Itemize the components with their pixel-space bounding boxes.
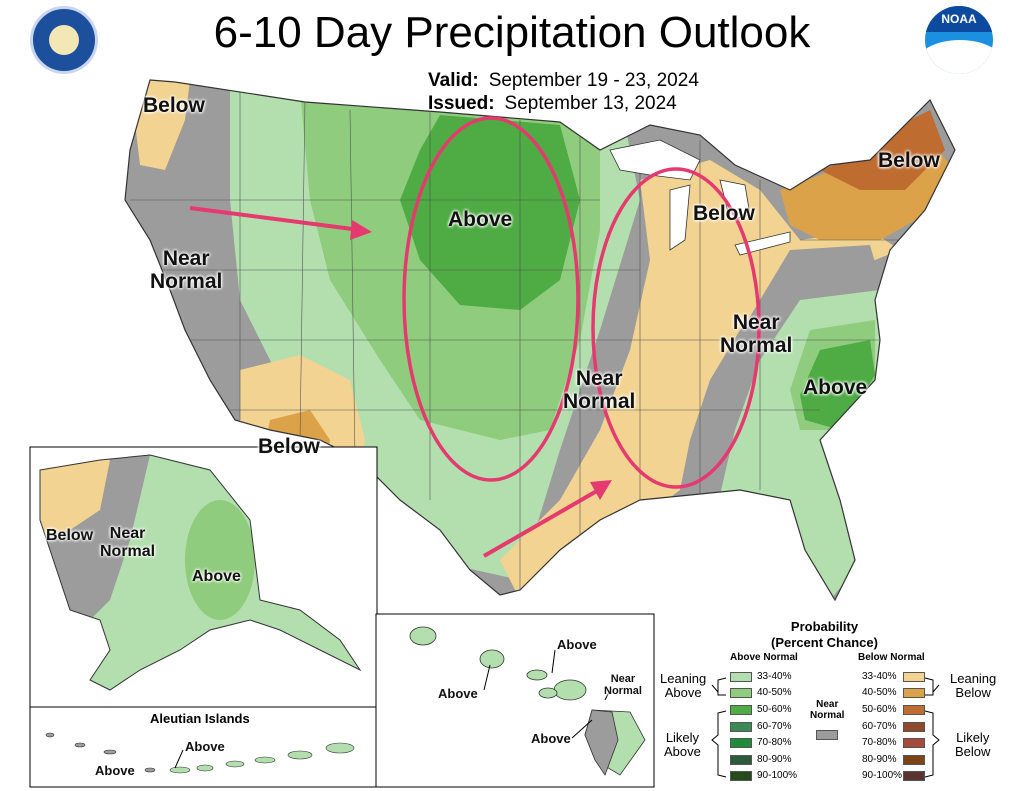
label-near-normal-west: Near Normal <box>150 247 223 294</box>
legend-below-bin: 90-100% <box>862 770 903 781</box>
ak-zone-above-40 <box>185 500 255 620</box>
seal-inner-icon <box>49 25 79 55</box>
legend-above-bin: 33-40% <box>757 671 792 682</box>
aleutian-inset-frame <box>29 706 378 788</box>
valid-label: Valid: <box>428 70 479 91</box>
legend-below-bin: 60-70% <box>862 721 897 732</box>
doc-seal-logo <box>30 6 98 74</box>
noaa-top-icon <box>925 6 993 32</box>
label-below-northeast: Below <box>878 149 940 172</box>
page-title: 6-10 Day Precipitation Outlook <box>213 8 811 57</box>
ak-zone-below <box>40 455 110 540</box>
legend-above-swatch <box>730 738 752 748</box>
issued-label: Issued: <box>428 93 495 114</box>
legend-above-bin: 80-90% <box>757 754 792 765</box>
legend-below-swatch <box>903 722 925 732</box>
legend-leaning-below: Leaning Below <box>950 671 997 701</box>
valid-value: September 19 - 23, 2024 <box>488 70 699 91</box>
label-ak-near-normal: Near Normal <box>100 525 156 560</box>
annotation-arrow-west-line <box>189 206 361 232</box>
aleutian-title: Aleutian Islands <box>150 711 250 726</box>
legend-below-bin: 33-40% <box>862 671 897 682</box>
label-above-southeast: Above <box>803 376 868 399</box>
legend-near-head: Near Normal <box>810 699 845 721</box>
zone-above-se-50 <box>800 340 875 430</box>
legend-above-bin: 50-60% <box>757 704 792 715</box>
legend-above-swatch <box>730 755 752 765</box>
legend-likely-above: Likely Above <box>664 730 701 760</box>
legend-below-swatch <box>903 771 925 781</box>
alaska-outline <box>39 454 362 691</box>
annotation-arrow-west-head <box>350 220 372 240</box>
issued-line: Issued: September 13, 2024 <box>428 93 677 115</box>
label-near-normal-east: Near Normal <box>720 311 793 358</box>
legend-below-swatch <box>903 672 925 682</box>
conus-outline <box>124 79 956 602</box>
valid-line: Valid: September 19 - 23, 2024 <box>428 70 699 92</box>
legend-likely-below: Likely Below <box>955 730 991 760</box>
legend-above-swatch <box>730 722 752 732</box>
legend-brackets <box>711 677 940 778</box>
legend-below-head: Below Normal <box>858 652 925 663</box>
legend-below-bin: 70-80% <box>862 737 897 748</box>
zone-above-50 <box>400 115 580 310</box>
hawaii-pointers <box>483 649 611 739</box>
noaa-logo: NOAA <box>925 6 993 74</box>
label-aleutian-above: Above <box>185 739 225 754</box>
label-below-southwest: Below <box>258 435 320 458</box>
state-lines <box>130 80 900 590</box>
label-below-northwest: Below <box>143 94 205 117</box>
zone-near-normal-east <box>690 245 880 495</box>
zone-below-nw <box>130 80 190 170</box>
lake-michigan <box>669 184 691 251</box>
legend-below-swatch <box>903 738 925 748</box>
legend-leaning-above: Leaning Above <box>660 671 707 701</box>
lake-huron <box>719 179 751 221</box>
legend-above-bin: 60-70% <box>757 721 792 732</box>
aleutian-pointer <box>174 749 184 769</box>
legend-above-swatch <box>730 672 752 682</box>
label-below-michigan: Below <box>693 202 755 225</box>
legend-below-bin: 80-90% <box>862 754 897 765</box>
label-above-plains: Above <box>448 208 513 231</box>
annotation-ellipse-plains <box>402 116 580 482</box>
label-hi-above-bottom: Above <box>531 731 571 746</box>
legend-below-swatch <box>903 755 925 765</box>
annotation-arrow-gulf-head <box>590 480 612 500</box>
legend-below-swatch <box>903 688 925 698</box>
legend-above-head: Above Normal <box>730 652 798 663</box>
legend-near-swatch <box>816 730 838 740</box>
legend-above-bin: 70-80% <box>757 737 792 748</box>
label-ak-above: Above <box>192 568 241 585</box>
legend-below-bin: 50-60% <box>862 704 897 715</box>
issued-value: September 13, 2024 <box>504 93 677 114</box>
annotation-ellipse-mississippi <box>591 167 761 489</box>
legend-below-swatch <box>903 705 925 715</box>
aleutian-islands-west <box>45 732 156 773</box>
legend-title: Probability (Percent Chance) <box>771 619 878 651</box>
legend-below-bin: 40-50% <box>862 687 897 698</box>
aleutian-islands <box>169 742 355 774</box>
hawaii-islands <box>409 626 646 776</box>
label-hi-near-normal: Near Normal <box>604 673 642 698</box>
legend-above-swatch <box>730 771 752 781</box>
legend-above-swatch <box>730 688 752 698</box>
legend-above-swatch <box>730 705 752 715</box>
noaa-wave-icon <box>925 40 993 74</box>
legend-above-bin: 90-100% <box>757 770 798 781</box>
annotation-arrow-gulf-line <box>483 486 603 558</box>
label-ak-below: Below <box>46 527 94 544</box>
zone-below-ne-50 <box>820 110 945 190</box>
label-hi-above-top: Above <box>557 637 597 652</box>
label-aleutian-above-west: Above <box>95 763 135 778</box>
legend-above-bin: 40-50% <box>757 687 792 698</box>
label-near-normal-south: Near Normal <box>563 367 636 414</box>
label-hi-above-left: Above <box>438 686 478 701</box>
